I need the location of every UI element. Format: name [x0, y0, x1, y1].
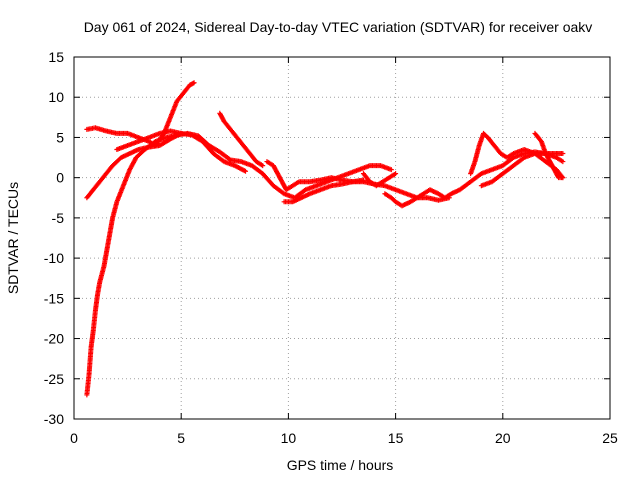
- series-track-5: [217, 110, 266, 169]
- plot-frame: [73, 56, 611, 420]
- x-tick-label: 5: [177, 430, 185, 446]
- data-point: [560, 151, 566, 157]
- x-tick-label: 15: [388, 430, 404, 446]
- x-tick-label: 25: [602, 430, 618, 446]
- x-tick-layer: 0 5 10 15 20 25: [70, 57, 618, 446]
- y-tick-label: 5: [56, 129, 64, 145]
- x-axis-label: GPS time / hours: [287, 457, 394, 473]
- y-tick-layer: -30 -25 -20 -15 -10 -5 0 5 10 15: [44, 49, 610, 427]
- y-tick-label: 0: [56, 170, 64, 186]
- y-tick-label: -30: [44, 411, 64, 427]
- series-track-3: [84, 130, 249, 201]
- x-tick-label: 10: [281, 430, 297, 446]
- data-point: [560, 159, 566, 165]
- data-point: [178, 130, 184, 136]
- data-point: [388, 167, 394, 173]
- series-track-11: [478, 151, 566, 189]
- series-track-4: [114, 128, 184, 153]
- x-tick-label: 20: [495, 430, 511, 446]
- x-tick-label: 0: [70, 430, 78, 446]
- y-tick-label: -20: [44, 331, 64, 347]
- series-track-8: [360, 171, 399, 189]
- series-track-10: [468, 130, 566, 181]
- data-point: [393, 171, 399, 177]
- y-tick-label: 15: [48, 49, 64, 65]
- data-point: [260, 163, 266, 169]
- chart-title: Day 061 of 2024, Sidereal Day-to-day VTE…: [84, 19, 593, 35]
- y-tick-label: -25: [44, 371, 64, 387]
- data-point: [191, 80, 197, 86]
- y-tick-label: 10: [48, 89, 64, 105]
- data-point: [243, 168, 249, 174]
- y-tick-label: -15: [44, 290, 64, 306]
- data-point: [560, 175, 566, 181]
- y-tick-label: -10: [44, 250, 64, 266]
- points-layer: [84, 80, 566, 398]
- y-axis-label: SDTVAR / TECUs: [5, 182, 21, 294]
- series-track-12: [532, 130, 566, 181]
- y-tick-label: -5: [52, 210, 65, 226]
